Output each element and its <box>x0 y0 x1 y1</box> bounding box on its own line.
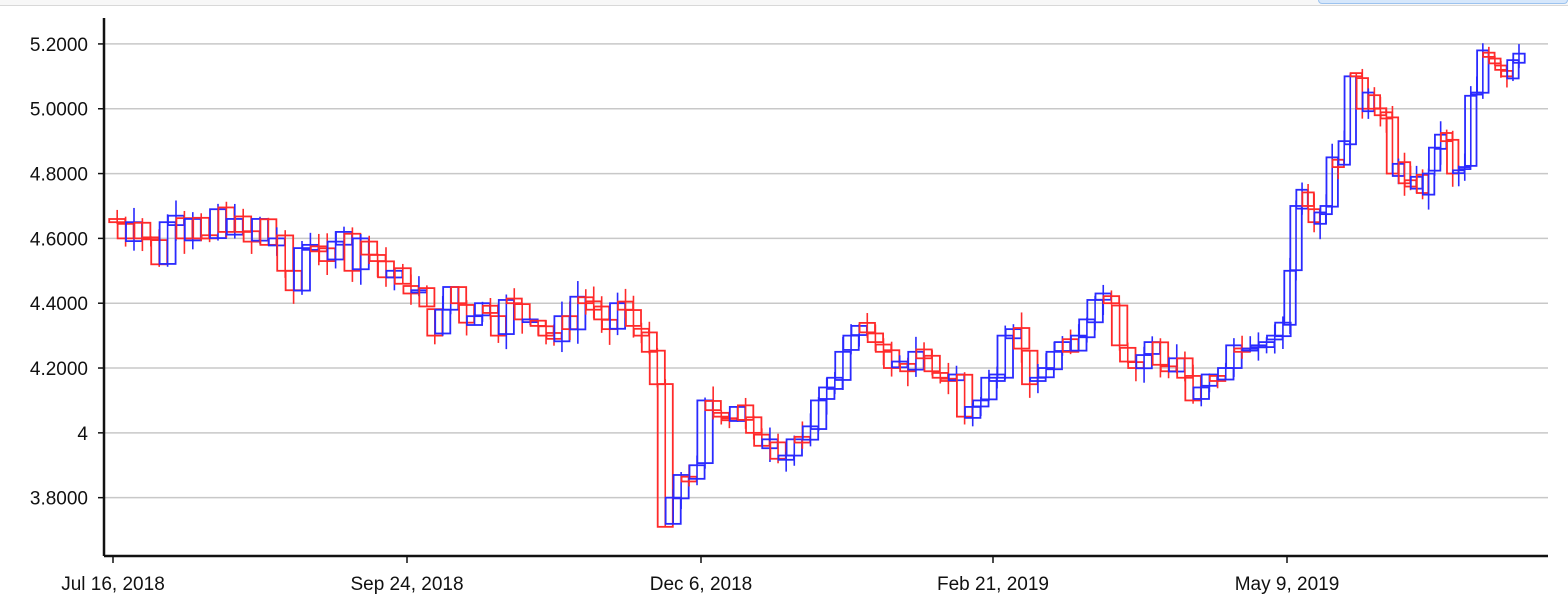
candle-body <box>1421 172 1436 196</box>
y-tick-label: 4.8000 <box>30 165 88 186</box>
candle-body <box>1464 94 1478 167</box>
candle-body <box>1110 304 1129 347</box>
candle-body <box>866 332 884 343</box>
candle-body <box>1012 327 1031 350</box>
candle-body <box>745 416 763 434</box>
candle-body <box>810 399 828 430</box>
candle-body <box>656 383 674 528</box>
candle-body <box>1512 52 1526 64</box>
window-top-edge <box>0 0 1568 6</box>
candle-body <box>672 474 690 500</box>
y-tick-label: 4.2000 <box>30 359 88 380</box>
candle-body <box>625 309 642 327</box>
y-tick-label: 4.4000 <box>30 294 88 315</box>
y-tick-label: 5.0000 <box>30 100 88 121</box>
x-tick-label: Jul 16, 2018 <box>61 574 165 595</box>
x-tick-label: May 9, 2019 <box>1235 574 1340 595</box>
candle-body <box>1192 386 1210 400</box>
candle-body <box>704 400 722 412</box>
candle-body <box>418 287 436 308</box>
x-tick-label: Dec 6, 2018 <box>650 574 752 595</box>
y-tick-label: 4 <box>77 424 88 445</box>
candle-body <box>972 399 990 408</box>
candle-body <box>923 354 941 373</box>
candle-body <box>834 350 852 381</box>
x-tick-label: Feb 21, 2019 <box>937 574 1049 595</box>
candle-body <box>505 297 523 305</box>
y-tick-label: 3.8000 <box>30 489 88 510</box>
y-tick-label: 5.2000 <box>30 35 88 56</box>
candle-body <box>1151 341 1170 366</box>
candle-body <box>1482 51 1496 58</box>
candle-body <box>450 286 468 305</box>
candle-body <box>1458 166 1472 170</box>
candle-body <box>688 464 706 480</box>
candle-body <box>1102 295 1121 305</box>
x-tick-label: Sep 24, 2018 <box>350 574 463 595</box>
candle-body <box>1488 57 1502 65</box>
candle-body <box>1325 156 1339 208</box>
y-tick-label: 4.6000 <box>30 229 88 250</box>
candle-body <box>1476 49 1490 94</box>
top-right-tab[interactable] <box>1318 0 1568 4</box>
